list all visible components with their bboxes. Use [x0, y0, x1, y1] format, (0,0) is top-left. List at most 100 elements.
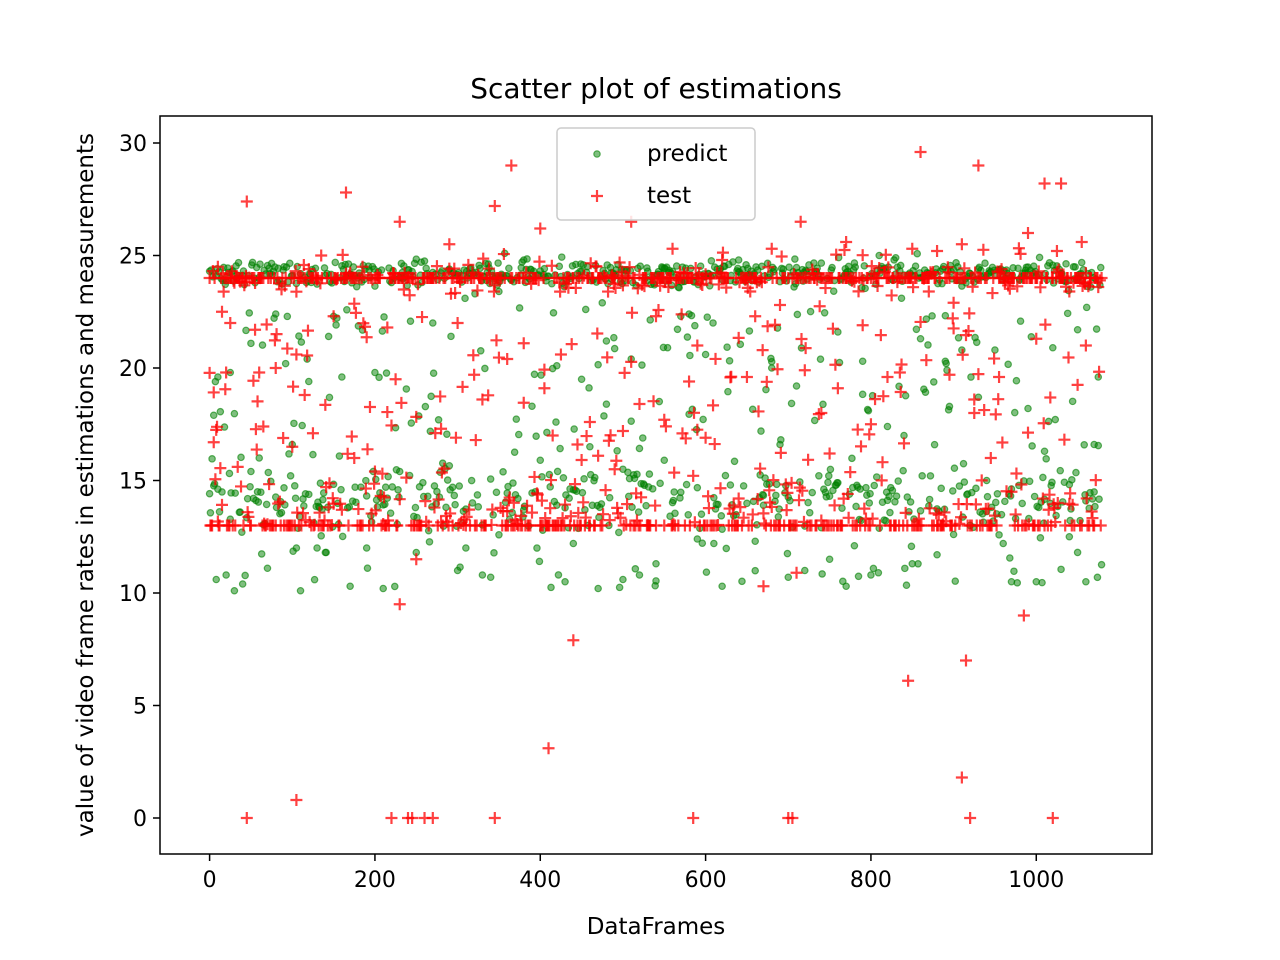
test-point: [468, 368, 481, 381]
predict-point: [993, 490, 1002, 498]
predict-point: [959, 459, 968, 468]
predict-point: [285, 450, 293, 458]
predict-point: [1035, 253, 1044, 262]
test-point: [385, 812, 398, 824]
predict-point: [825, 492, 834, 500]
predict-point: [324, 332, 333, 341]
predict-point: [861, 284, 869, 293]
predict-point: [613, 446, 621, 455]
predict-point: [718, 525, 726, 533]
test-point: [361, 443, 374, 456]
predict-point: [945, 402, 954, 411]
test-point: [327, 310, 340, 323]
predict-point: [738, 577, 746, 586]
test-point: [691, 339, 704, 352]
predict-point: [230, 409, 239, 418]
test-point: [533, 255, 546, 268]
predict-point: [1092, 325, 1101, 333]
test-point: [875, 474, 888, 487]
predict-point: [686, 351, 694, 360]
predict-point: [991, 498, 1000, 507]
test-point: [411, 278, 424, 291]
test-point: [410, 410, 423, 423]
predict-point: [515, 304, 524, 312]
test-point: [762, 261, 775, 274]
test-point: [732, 331, 745, 344]
test-point: [666, 242, 679, 255]
predict-point: [1057, 565, 1065, 574]
predict-point: [290, 419, 298, 428]
predict-point: [691, 321, 699, 330]
test-point: [993, 371, 1006, 383]
test-point: [899, 506, 912, 519]
predict-point: [933, 550, 941, 559]
predict-point: [325, 393, 334, 402]
predict-point: [948, 487, 957, 495]
test-point: [866, 512, 879, 525]
test-point: [571, 438, 584, 451]
predict-point: [407, 419, 416, 427]
predict-point: [512, 415, 521, 423]
test-point: [969, 498, 982, 511]
test-point: [444, 507, 457, 520]
predict-point: [882, 516, 890, 525]
predict-point: [921, 388, 930, 397]
predict-point: [476, 346, 485, 355]
test-point: [531, 488, 544, 501]
test-point: [707, 399, 720, 412]
y-axis-label: value of video frame rates in estimation…: [73, 133, 99, 837]
predict-point: [248, 258, 257, 267]
predict-point: [388, 483, 397, 491]
test-point: [1036, 492, 1049, 505]
test-point: [1010, 467, 1023, 480]
test-point: [426, 812, 439, 824]
test-point: [923, 502, 936, 515]
predict-point: [838, 504, 846, 512]
predict-point: [257, 550, 266, 558]
test-point: [746, 508, 759, 521]
predict-point: [925, 495, 934, 504]
test-point: [956, 348, 969, 361]
predict-point: [247, 467, 255, 476]
test-point: [460, 510, 473, 523]
test-point: [915, 519, 928, 532]
test-point: [348, 297, 361, 310]
predict-point: [208, 455, 216, 463]
predict-point: [610, 333, 618, 342]
predict-point: [594, 584, 602, 593]
predict-point: [594, 360, 602, 369]
predict-point: [710, 539, 718, 548]
predict-point: [1063, 309, 1072, 318]
test-point: [448, 262, 461, 275]
predict-point: [772, 491, 780, 500]
predict-point: [793, 310, 802, 319]
test-point: [767, 474, 780, 487]
predict-point: [304, 377, 313, 386]
predict-point: [866, 489, 874, 498]
predict-point: [817, 259, 826, 267]
test-point: [765, 242, 778, 255]
predict-point: [739, 482, 748, 490]
predict-point: [258, 341, 267, 349]
test-point: [815, 407, 828, 419]
predict-point: [631, 565, 640, 573]
predict-point: [462, 544, 470, 552]
predict-point: [730, 457, 739, 466]
predict-point: [241, 571, 249, 580]
predict-point: [1095, 495, 1103, 503]
test-point: [301, 324, 314, 337]
test-point: [828, 499, 841, 512]
test-point: [393, 598, 406, 611]
test-point: [683, 375, 696, 388]
predict-point: [291, 494, 300, 503]
predict-point: [553, 467, 562, 476]
test-point: [476, 393, 489, 406]
test-point: [786, 812, 799, 824]
predict-point: [216, 407, 225, 416]
test-point: [963, 307, 976, 320]
predict-point: [337, 485, 345, 494]
test-point: [359, 482, 372, 495]
test-point: [567, 634, 580, 647]
predict-point: [1010, 408, 1019, 417]
predict-point: [313, 544, 321, 552]
